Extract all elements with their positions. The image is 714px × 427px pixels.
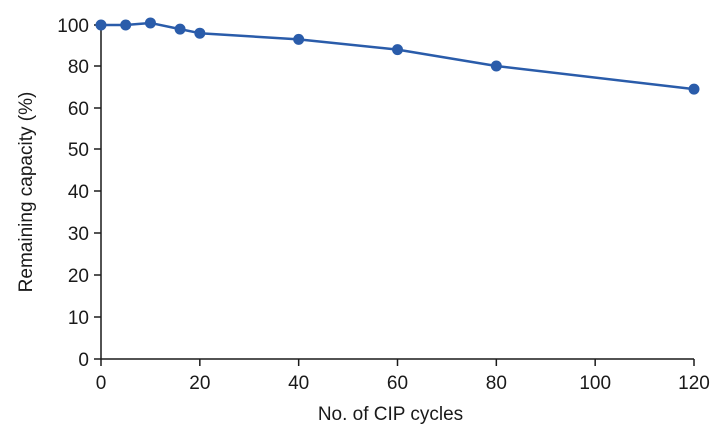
y-tick-label: 30	[68, 224, 89, 245]
y-axis: 0 10 20 30 40 50 60 80 100	[57, 16, 102, 371]
y-tick-label: 50	[68, 140, 89, 161]
y-tick-label: 60	[68, 99, 89, 120]
data-point	[490, 60, 502, 72]
data-point	[688, 83, 700, 95]
x-tick-label: 60	[387, 373, 408, 394]
y-tick-label: 100	[57, 16, 89, 37]
y-tick-label: 10	[68, 308, 89, 329]
data-point	[174, 23, 186, 35]
x-tick-label: 0	[96, 373, 107, 394]
x-axis: 0 20 40 60 80 100 120	[96, 358, 710, 394]
data-point	[95, 19, 107, 31]
data-point	[392, 44, 403, 56]
y-tick-label: 20	[68, 266, 89, 287]
y-tick-label: 80	[68, 57, 89, 78]
data-point	[293, 33, 305, 45]
series	[95, 17, 700, 95]
x-tick-label: 100	[579, 373, 611, 394]
y-tick-label: 40	[68, 182, 89, 203]
y-tick-label: 0	[78, 350, 89, 371]
x-axis-title: No. of CIP cycles	[318, 404, 463, 425]
x-tick-label: 120	[678, 373, 710, 394]
x-tick-label: 20	[189, 373, 210, 394]
y-axis-title: Remaining capacity (%)	[16, 92, 37, 293]
x-tick-label: 40	[288, 373, 309, 394]
series-line	[101, 21, 695, 91]
data-point	[144, 17, 156, 29]
data-point	[194, 27, 206, 39]
x-tick-label: 80	[486, 373, 507, 394]
data-point	[120, 19, 132, 31]
